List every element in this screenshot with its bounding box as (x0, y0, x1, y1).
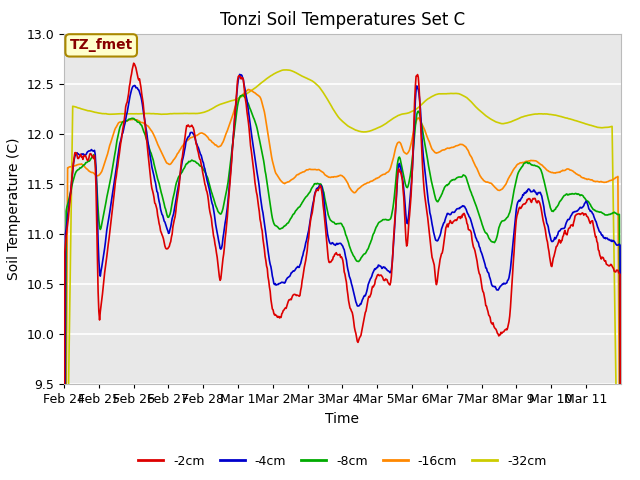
Text: TZ_fmet: TZ_fmet (70, 38, 133, 52)
Y-axis label: Soil Temperature (C): Soil Temperature (C) (7, 138, 21, 280)
Title: Tonzi Soil Temperatures Set C: Tonzi Soil Temperatures Set C (220, 11, 465, 29)
X-axis label: Time: Time (325, 411, 360, 426)
Legend: -2cm, -4cm, -8cm, -16cm, -32cm: -2cm, -4cm, -8cm, -16cm, -32cm (133, 450, 552, 473)
